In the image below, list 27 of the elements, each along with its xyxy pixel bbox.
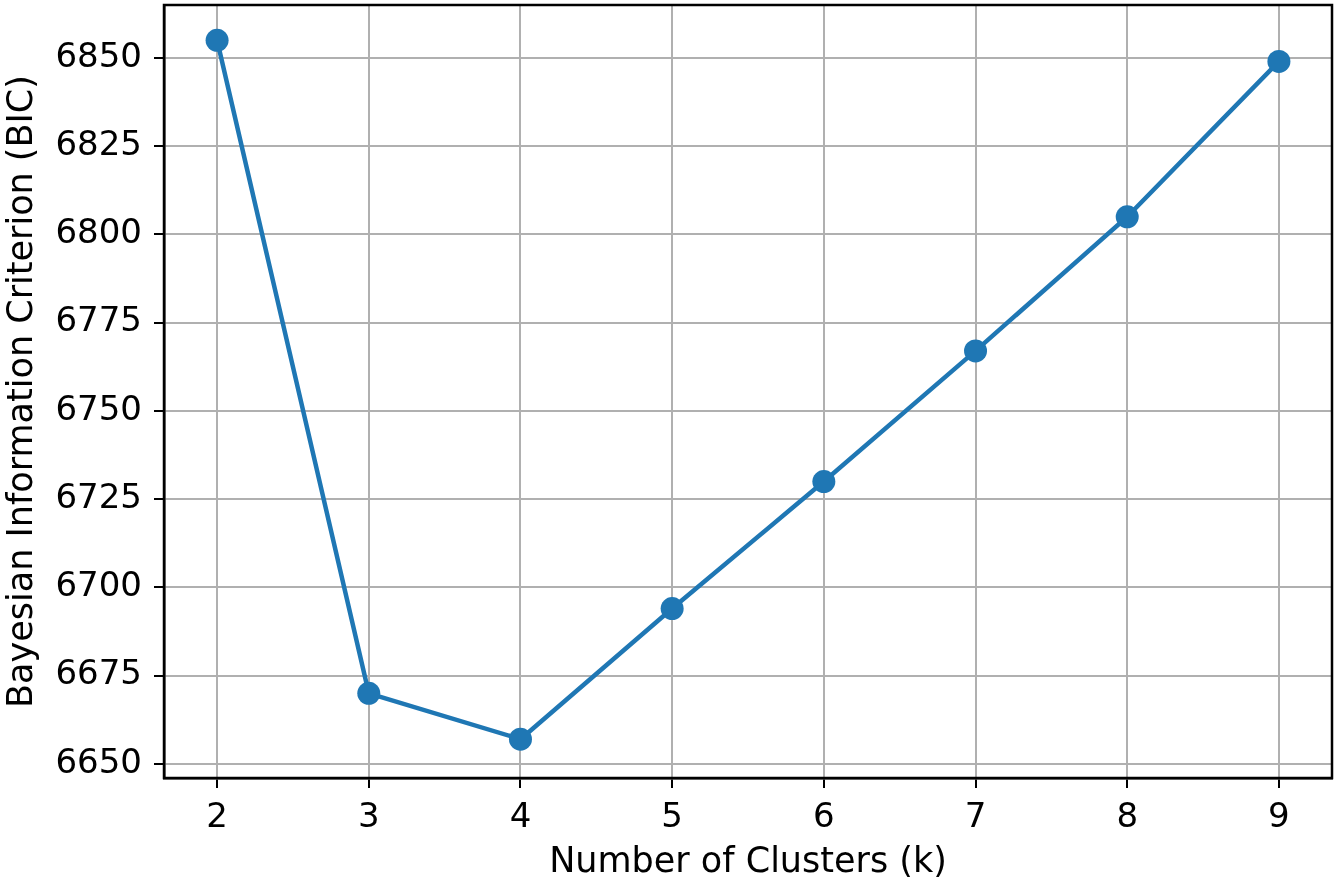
x-tick-label: 8	[1116, 795, 1139, 836]
point	[508, 727, 532, 751]
point	[205, 28, 229, 52]
point	[964, 339, 988, 363]
point	[1115, 205, 1139, 229]
point	[812, 470, 836, 494]
point	[1267, 49, 1291, 73]
point	[357, 681, 381, 705]
y-tick-label: 6850	[55, 34, 142, 75]
x-tick-label: 3	[357, 795, 380, 836]
x-tick-label: 7	[964, 795, 987, 836]
y-tick-label: 6725	[55, 475, 142, 516]
x-tick-label: 5	[661, 795, 683, 836]
y-tick-label: 6775	[55, 299, 142, 340]
y-tick-label: 6700	[55, 564, 142, 605]
x-tick-label: 9	[1268, 795, 1290, 836]
point	[660, 597, 684, 621]
y-tick-label: 6650	[55, 740, 142, 781]
x-axis-title: Number of Clusters (k)	[549, 840, 947, 881]
y-axis-title: Bayesian Information Criterion (BIC)	[0, 75, 41, 708]
y-tick-label: 6825	[55, 123, 142, 164]
y-tick-label: 6675	[55, 652, 142, 693]
y-tick-label: 6800	[55, 211, 142, 252]
x-tick-label: 6	[813, 795, 835, 836]
y-tick-label: 6750	[55, 387, 142, 428]
x-tick-label: 4	[509, 795, 532, 836]
x-tick-label: 2	[206, 795, 228, 836]
